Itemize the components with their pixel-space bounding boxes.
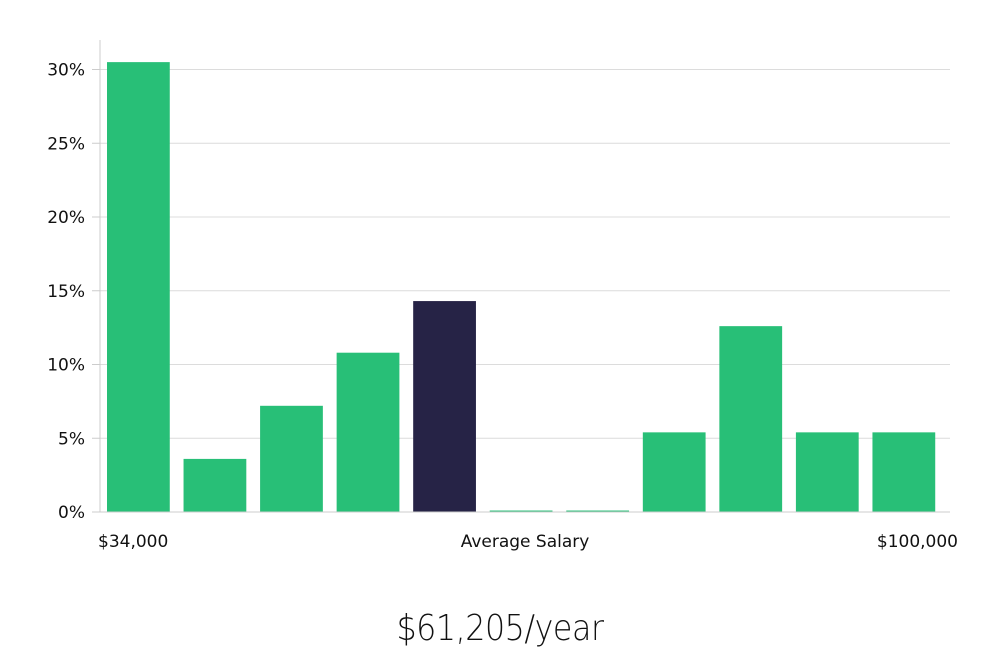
y-tick-label: 5% [58,429,85,449]
bar [107,62,170,512]
y-axis-ticks: 0% 5% 10% 15% 20% 25% 30% [47,61,100,523]
y-tick-label: 25% [47,134,85,154]
bar [795,432,859,512]
bar-average-bin [413,301,476,512]
gridlines [100,69,950,439]
x-label-max: $100,000 [877,532,958,552]
bar [183,458,247,512]
salary-histogram: 0% 5% 10% 15% 20% 25% 30% $34,000 Average Sala… [47,40,958,552]
bar [336,352,400,512]
bar [566,510,630,512]
y-tick-label: 20% [47,208,85,228]
y-tick-label: 10% [47,356,85,376]
x-label-average: Average Salary [461,532,590,552]
axes [99,40,950,513]
y-tick-label: 0% [58,503,85,523]
bar [489,510,553,512]
bar [719,326,783,512]
y-tick-label: 30% [47,61,85,81]
bar [260,405,323,512]
bars [107,62,936,512]
y-tick-label: 15% [47,282,85,302]
bar [642,432,706,512]
x-label-min: $34,000 [98,532,168,552]
average-salary-value: $61,205/year [396,608,604,649]
bar [872,432,936,512]
